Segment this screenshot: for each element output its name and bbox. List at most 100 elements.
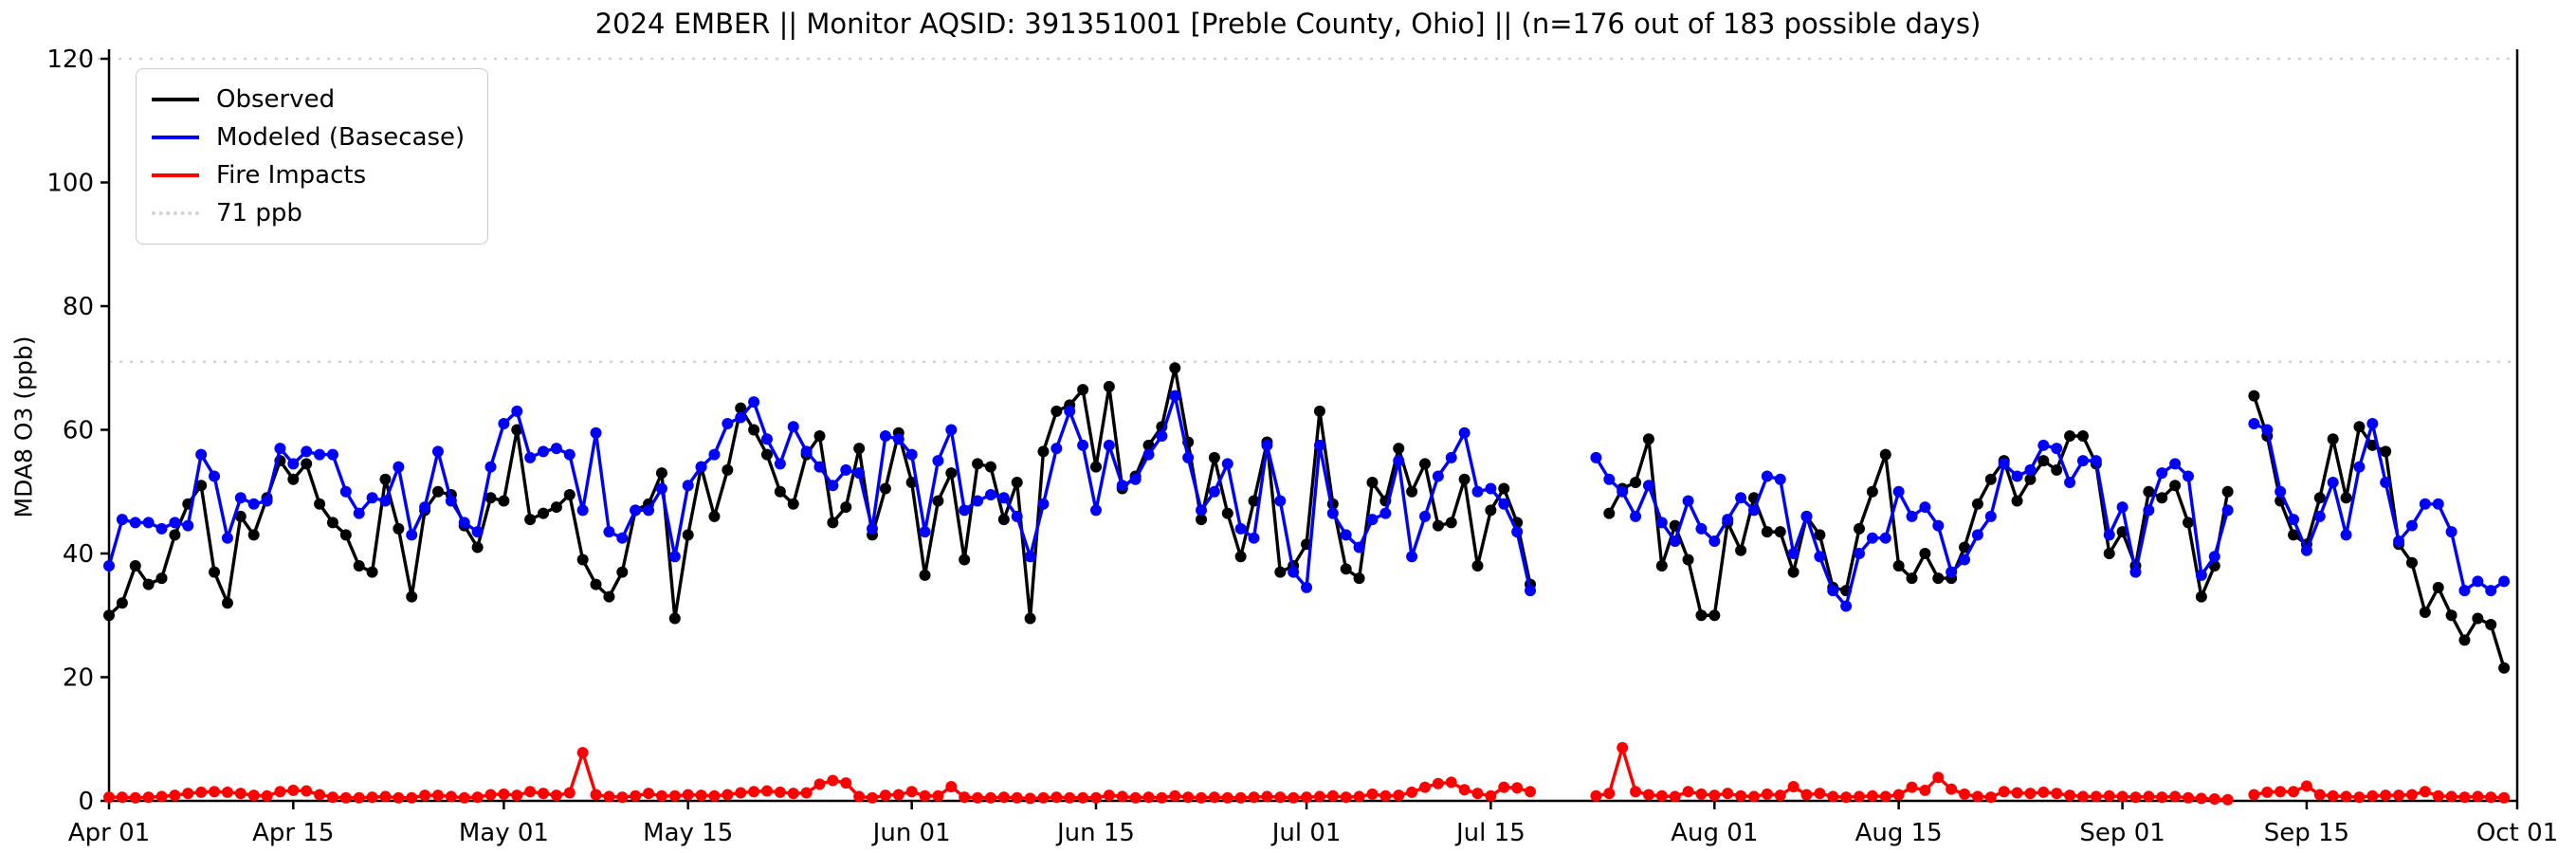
data-point bbox=[195, 448, 208, 461]
data-point bbox=[484, 461, 497, 473]
data-point bbox=[2485, 791, 2497, 804]
data-point bbox=[2037, 455, 2050, 467]
data-point bbox=[1603, 473, 1616, 485]
data-point bbox=[234, 788, 247, 800]
data-point bbox=[1906, 781, 1918, 793]
data-point bbox=[2221, 485, 2234, 498]
data-point bbox=[103, 609, 115, 622]
data-point bbox=[1959, 554, 1971, 566]
data-point bbox=[1603, 788, 1616, 800]
data-point bbox=[2458, 585, 2471, 597]
data-point bbox=[2011, 470, 2023, 482]
data-point bbox=[1695, 788, 1708, 800]
data-point bbox=[919, 569, 931, 581]
data-point bbox=[722, 789, 734, 801]
data-point bbox=[2156, 791, 2168, 804]
data-point bbox=[563, 489, 575, 501]
data-point bbox=[1919, 784, 1931, 796]
data-point bbox=[2076, 790, 2089, 803]
data-point bbox=[2300, 544, 2312, 556]
data-point bbox=[616, 791, 629, 804]
data-point bbox=[1129, 473, 1142, 485]
data-point bbox=[2472, 790, 2484, 803]
data-point bbox=[959, 504, 971, 517]
data-point bbox=[1854, 548, 1866, 559]
data-point bbox=[2051, 443, 2063, 455]
data-point bbox=[1866, 789, 1878, 802]
data-point bbox=[1050, 405, 1063, 417]
data-point bbox=[1050, 443, 1063, 455]
data-point bbox=[1234, 791, 1247, 804]
data-point bbox=[155, 790, 168, 803]
data-point bbox=[1077, 791, 1089, 804]
data-point bbox=[984, 791, 996, 804]
data-point bbox=[2143, 504, 2155, 517]
data-point bbox=[1077, 384, 1089, 396]
data-point bbox=[748, 424, 760, 436]
data-point bbox=[1761, 526, 1773, 538]
data-point bbox=[1630, 786, 1642, 798]
data-point bbox=[1984, 791, 1997, 804]
data-point bbox=[1393, 789, 1405, 802]
data-point bbox=[1971, 498, 1983, 510]
data-point bbox=[2129, 791, 2142, 804]
data-point bbox=[142, 791, 155, 804]
data-point bbox=[379, 495, 392, 507]
data-point bbox=[2366, 789, 2379, 802]
data-point bbox=[1089, 461, 1102, 473]
data-point bbox=[853, 443, 866, 455]
data-point bbox=[1301, 791, 1313, 804]
data-point bbox=[945, 780, 958, 792]
data-point bbox=[2340, 492, 2352, 504]
data-point bbox=[800, 445, 813, 458]
data-point bbox=[892, 433, 904, 445]
data-point bbox=[1919, 548, 1931, 559]
data-point bbox=[2498, 662, 2511, 674]
data-point bbox=[2498, 791, 2511, 804]
data-point bbox=[2432, 581, 2444, 593]
data-point bbox=[1379, 789, 1392, 802]
data-point bbox=[1366, 514, 1379, 526]
data-point bbox=[630, 504, 642, 517]
data-point bbox=[247, 789, 260, 802]
data-point bbox=[1288, 566, 1300, 578]
data-point bbox=[287, 458, 300, 470]
data-point bbox=[471, 791, 484, 804]
data-point bbox=[984, 461, 996, 473]
data-point bbox=[1959, 541, 1971, 554]
data-point bbox=[1458, 426, 1471, 439]
observed-line-swatch bbox=[152, 98, 199, 101]
data-point bbox=[182, 788, 194, 800]
data-point bbox=[813, 430, 826, 443]
data-point bbox=[774, 786, 786, 798]
data-point bbox=[2024, 788, 2037, 800]
data-point bbox=[1892, 485, 1905, 498]
data-point bbox=[2353, 791, 2366, 804]
data-point bbox=[1735, 492, 1747, 504]
data-point bbox=[867, 522, 879, 535]
data-point bbox=[1695, 522, 1708, 535]
data-point bbox=[169, 529, 181, 541]
data-point bbox=[972, 458, 984, 470]
data-point bbox=[524, 451, 537, 463]
y-tick-label: 20 bbox=[63, 664, 94, 693]
legend-label-fire: Fire Impacts bbox=[216, 161, 367, 190]
data-point bbox=[2393, 535, 2405, 547]
data-point bbox=[655, 467, 667, 480]
data-point bbox=[590, 426, 602, 439]
data-point bbox=[774, 485, 786, 498]
data-point bbox=[800, 787, 813, 799]
fire-impacts-series bbox=[103, 741, 2511, 806]
data-point bbox=[2498, 575, 2511, 588]
data-point bbox=[708, 510, 721, 522]
data-point bbox=[1406, 551, 1418, 563]
data-point bbox=[2405, 789, 2418, 801]
data-point bbox=[1485, 504, 1497, 517]
data-point bbox=[1722, 514, 1734, 526]
data-point bbox=[2419, 606, 2431, 618]
data-point bbox=[1406, 786, 1418, 798]
data-point bbox=[1840, 791, 1853, 804]
data-point bbox=[1169, 362, 1181, 374]
data-point bbox=[550, 443, 562, 455]
data-point bbox=[1196, 514, 1208, 526]
